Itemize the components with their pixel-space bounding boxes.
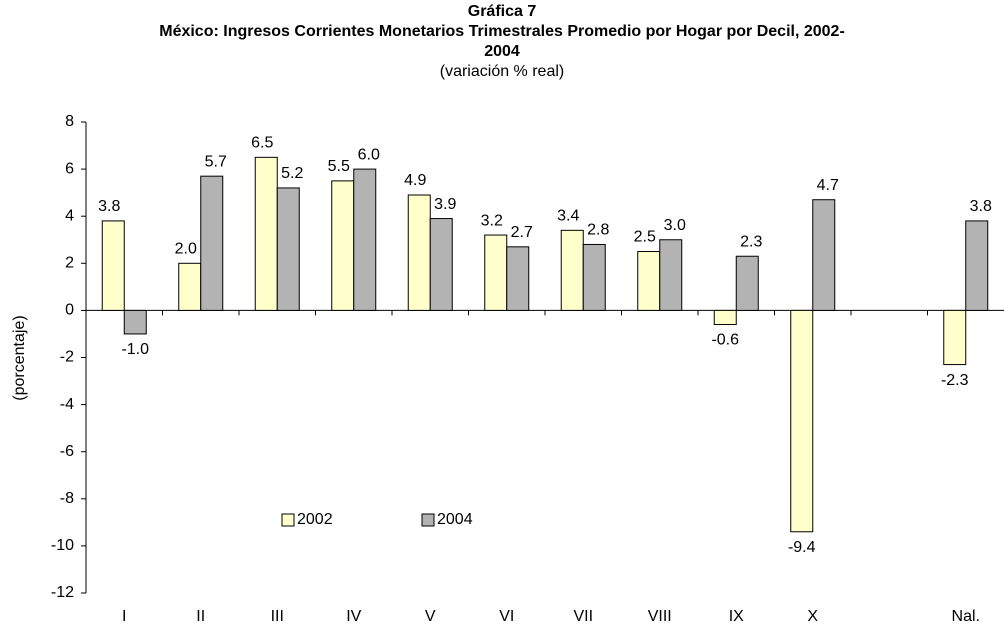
- bar: [713, 309, 737, 326]
- legend-label: 2004: [437, 511, 473, 528]
- bar: [101, 220, 125, 311]
- bar: [965, 220, 989, 311]
- y-tick-label: -4: [60, 396, 74, 413]
- bar: [276, 187, 300, 311]
- bar: [943, 309, 967, 366]
- value-label: -1.0: [121, 341, 149, 358]
- x-tick-label: X: [807, 608, 818, 625]
- value-label: -9.4: [788, 539, 816, 556]
- bar: [178, 262, 202, 311]
- bar: [659, 239, 683, 311]
- value-label: 5.2: [281, 165, 303, 182]
- bar: [407, 194, 431, 311]
- legend-swatch: [421, 513, 435, 527]
- y-tick-label: -2: [60, 349, 74, 366]
- bar: [735, 255, 759, 311]
- y-axis-label: (porcentaje): [11, 315, 28, 400]
- bar: [812, 199, 836, 311]
- y-tick-label: -10: [51, 537, 74, 554]
- y-tick-label: 0: [65, 302, 74, 319]
- value-label: 2.3: [740, 233, 762, 250]
- x-tick-label: I: [122, 608, 126, 625]
- value-label: 2.7: [511, 224, 533, 241]
- bar: [353, 168, 377, 311]
- bar: [123, 309, 147, 335]
- bar: [429, 218, 453, 311]
- value-label: 6.0: [358, 146, 380, 163]
- value-label: 3.9: [434, 196, 456, 213]
- x-tick-label: VIII: [648, 608, 672, 625]
- x-tick-label: III: [271, 608, 284, 625]
- chart-subtitle: México: Ingresos Corrientes Monetarios T…: [159, 23, 845, 60]
- x-tick-label: VII: [573, 608, 593, 625]
- bar: [254, 156, 278, 311]
- value-label: -0.6: [711, 332, 739, 349]
- x-tick-label: II: [196, 608, 205, 625]
- value-label: 5.7: [205, 153, 227, 170]
- value-label: 3.2: [481, 212, 503, 229]
- x-tick-label: VI: [499, 608, 514, 625]
- x-tick-label: Nal.: [952, 608, 980, 625]
- bar: [582, 243, 606, 311]
- value-label: 3.8: [98, 198, 120, 215]
- value-label: 3.0: [664, 217, 686, 234]
- x-tick-label: V: [425, 608, 436, 625]
- chart-note: (variación % real): [439, 63, 565, 80]
- bar: [484, 234, 508, 311]
- bar: [331, 180, 355, 311]
- y-tick-label: -12: [51, 584, 74, 601]
- y-tick-label: -6: [60, 443, 74, 460]
- x-tick-label: IX: [729, 608, 744, 625]
- chart-title: Gráfica 7: [467, 3, 537, 20]
- value-label: 6.5: [251, 135, 273, 152]
- value-label: 2.0: [175, 241, 197, 258]
- value-label: 4.7: [817, 177, 839, 194]
- bar: [560, 229, 584, 311]
- legend-label: 2002: [297, 511, 333, 528]
- value-label: 3.8: [970, 198, 992, 215]
- bar: [790, 309, 814, 533]
- titles: Gráfica 7 México: Ingresos Corrientes Mo…: [152, 2, 852, 82]
- legend-swatch: [281, 513, 295, 527]
- value-label: 2.5: [634, 229, 656, 246]
- value-label: 4.9: [404, 172, 426, 189]
- x-tick-label: IV: [346, 608, 361, 625]
- y-tick-label: 8: [65, 113, 74, 130]
- bar: [200, 175, 224, 311]
- bar: [637, 251, 661, 311]
- y-tick-label: 4: [65, 207, 74, 224]
- value-label: 3.4: [557, 208, 579, 225]
- value-label: -2.3: [941, 372, 969, 389]
- y-tick-label: -8: [60, 490, 74, 507]
- value-label: 2.8: [587, 222, 609, 239]
- y-tick-label: 2: [65, 255, 74, 272]
- bar: [506, 246, 530, 311]
- y-tick-label: 6: [65, 160, 74, 177]
- value-label: 5.5: [328, 158, 350, 175]
